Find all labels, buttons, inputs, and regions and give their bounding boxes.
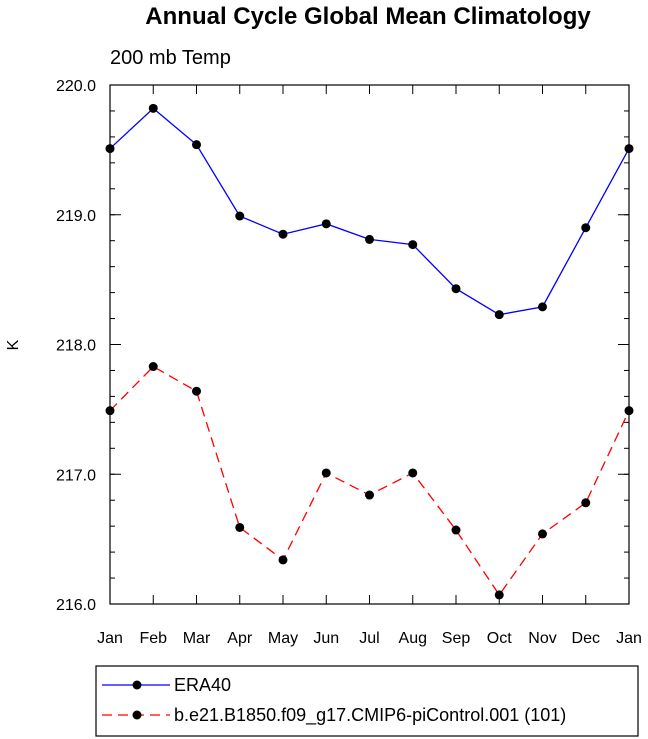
x-tick-label: Dec: [572, 630, 600, 647]
series-line-1: [109, 107, 630, 316]
data-point: [192, 386, 201, 396]
x-tick-label: Aug: [399, 630, 427, 647]
data-point: [365, 490, 374, 500]
legend-box: [95, 665, 639, 737]
x-tick-label: Jun: [313, 630, 339, 647]
data-point: [148, 103, 158, 113]
x-tick-label: Sep: [442, 630, 471, 647]
legend-marker: [132, 710, 142, 720]
y-tick-label: 218.0: [56, 338, 96, 355]
x-tick-label: May: [268, 630, 298, 647]
data-point: [581, 498, 591, 508]
x-tick-label: Nov: [528, 630, 556, 647]
data-point: [581, 223, 591, 233]
data-point: [408, 240, 418, 250]
legend-label-2: b.e21.B1850.f09_g17.CMIP6-piControl.001 …: [174, 705, 566, 726]
x-tick-label: Oct: [487, 630, 512, 647]
data-point: [321, 219, 331, 229]
data-point: [451, 284, 461, 294]
legend-label-1: ERA40: [174, 675, 231, 695]
y-tick-label: 220.0: [56, 78, 96, 95]
x-tick-label: Mar: [183, 630, 211, 647]
legend: ERA40 b.e21.B1850.f09_g17.CMIP6-piControl…: [95, 665, 639, 737]
data-point: [235, 211, 245, 221]
y-tick-label: 219.0: [56, 208, 96, 225]
data-point: [365, 234, 374, 244]
x-tick-label: Jan: [97, 630, 123, 647]
data-point: [278, 555, 288, 565]
data-point: [235, 522, 245, 532]
data-point: [278, 229, 288, 239]
data-point: [321, 468, 331, 478]
data-point: [538, 302, 547, 312]
plot-frame: [109, 84, 630, 605]
data-point: [148, 362, 158, 372]
y-tick-label: 216.0: [56, 597, 96, 614]
data-point: [192, 140, 201, 150]
x-tick-label: Jul: [359, 630, 379, 647]
axis-ticks: [109, 84, 630, 605]
series-line-2: [109, 365, 630, 597]
x-tick-label: Jan: [616, 630, 642, 647]
y-tick-labels: 216.0 217.0 218.0 219.0 220.0: [56, 78, 96, 614]
data-point: [408, 468, 418, 478]
legend-entries: ERA40 b.e21.B1850.f09_g17.CMIP6-piControl…: [102, 675, 566, 726]
x-tick-label: Feb: [139, 630, 167, 647]
data-point: [538, 529, 547, 539]
legend-marker: [132, 680, 142, 690]
data-point: [494, 310, 504, 320]
data-point: [451, 525, 461, 535]
y-tick-label: 217.0: [56, 467, 96, 484]
series-layer: [105, 103, 634, 600]
data-point: [494, 590, 504, 600]
y-axis-label: K: [5, 339, 22, 350]
chart-subtitle: 200 mb Temp: [110, 47, 231, 69]
x-tick-label: Apr: [227, 630, 253, 647]
chart-title: Annual Cycle Global Mean Climatology: [145, 3, 591, 30]
x-tick-labels: Jan Feb Mar Apr May Jun Jul Aug Sep Oct Nov Dec Jan: [97, 630, 642, 647]
